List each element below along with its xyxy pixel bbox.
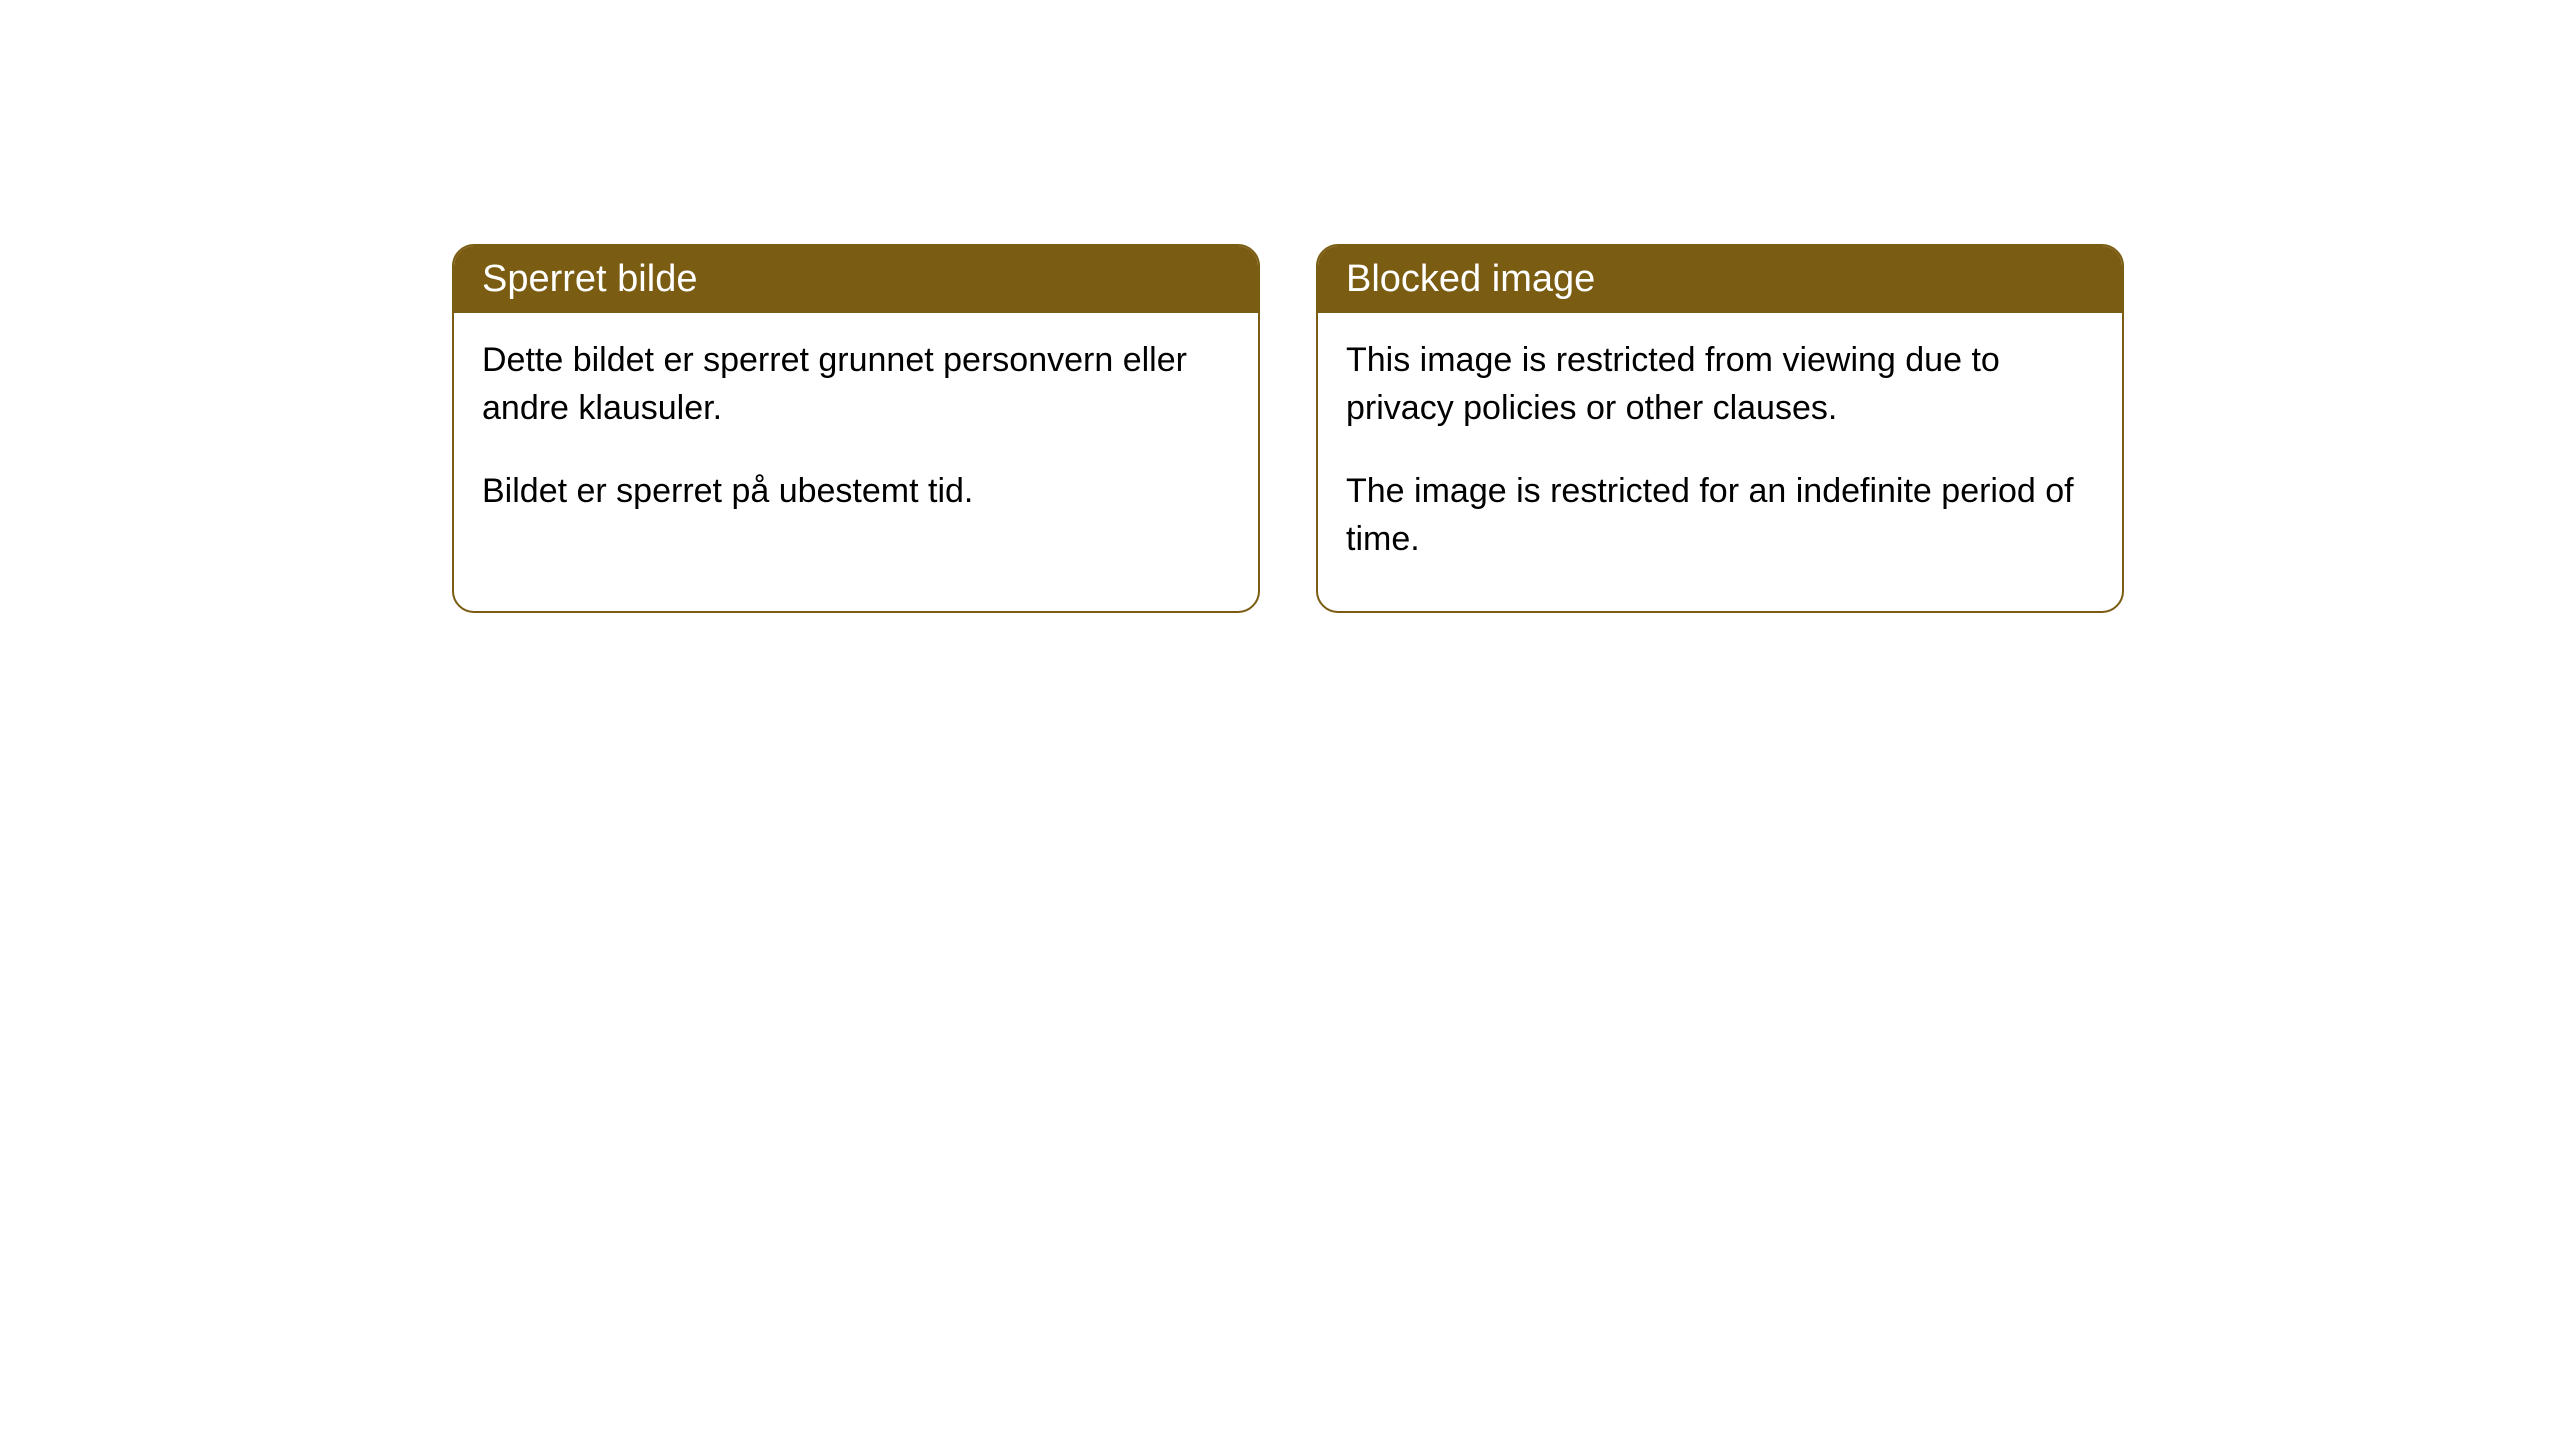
notice-title: Blocked image [1346,258,1595,300]
notice-paragraph-2: Bildet er sperret på ubestemt tid. [482,468,1230,516]
notice-title: Sperret bilde [482,258,697,300]
notice-body: This image is restricted from viewing du… [1318,313,2122,611]
notice-card-norwegian: Sperret bilde Dette bildet er sperret gr… [452,244,1260,613]
notice-header: Sperret bilde [454,246,1258,313]
notice-header: Blocked image [1318,246,2122,313]
notice-body: Dette bildet er sperret grunnet personve… [454,313,1258,564]
notice-paragraph-2: The image is restricted for an indefinit… [1346,468,2094,563]
notice-cards-container: Sperret bilde Dette bildet er sperret gr… [452,244,2124,613]
notice-paragraph-1: This image is restricted from viewing du… [1346,337,2094,432]
notice-paragraph-1: Dette bildet er sperret grunnet personve… [482,337,1230,432]
notice-card-english: Blocked image This image is restricted f… [1316,244,2124,613]
